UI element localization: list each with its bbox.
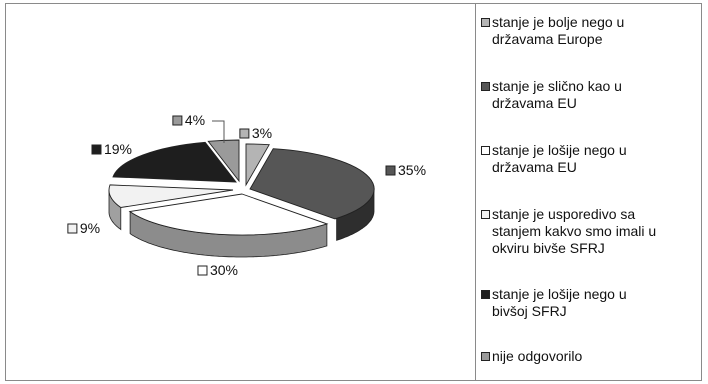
legend-swatch xyxy=(481,290,490,299)
legend-label: stanje je lošije nego u bivšoj SFRJ xyxy=(492,286,627,319)
legend-item: stanje je lošije nego u državama EU xyxy=(481,142,703,176)
pie-slice xyxy=(207,139,240,183)
legend-label: stanje je usporedivo sa stanjem kakvo sm… xyxy=(492,206,657,256)
data-label: 4% xyxy=(185,112,205,128)
data-label: 30% xyxy=(210,262,238,278)
legend-label: stanje je lošije nego u državama EU xyxy=(492,142,627,175)
data-label: 19% xyxy=(104,141,132,157)
data-label-swatch xyxy=(67,223,78,234)
legend-item: stanje je usporedivo sa stanjem kakvo sm… xyxy=(481,206,703,257)
legend-swatch xyxy=(481,352,490,361)
legend-label: stanje je slično kao u državama EU xyxy=(492,78,622,111)
legend-swatch xyxy=(481,82,490,91)
legend-swatch xyxy=(481,146,490,155)
data-label: 9% xyxy=(80,220,100,236)
data-label-swatch xyxy=(239,128,250,139)
data-label: 35% xyxy=(398,162,426,178)
pie-slice xyxy=(128,193,329,236)
pie-slice xyxy=(108,184,234,208)
pie-slice xyxy=(112,141,237,183)
data-label: 3% xyxy=(252,125,272,141)
data-label-swatch xyxy=(172,115,183,126)
legend-swatch xyxy=(481,18,490,27)
data-label-swatch xyxy=(91,144,102,155)
legend-item: stanje je slično kao u državama EU xyxy=(481,78,703,112)
legend-item: stanje je bolje nego u državama Europe xyxy=(481,14,703,48)
legend-label: nije odgovorilo xyxy=(492,348,583,364)
pie-slice xyxy=(249,148,375,220)
data-label-swatch xyxy=(197,265,208,276)
leader-line xyxy=(212,120,225,143)
legend-item: nije odgovorilo xyxy=(481,348,703,365)
data-label-swatch xyxy=(385,165,396,176)
legend-label: stanje je bolje nego u državama Europe xyxy=(492,14,625,47)
legend-swatch xyxy=(481,210,490,219)
pie-slice xyxy=(245,143,270,187)
legend-divider xyxy=(475,3,476,381)
legend-item: stanje je lošije nego u bivšoj SFRJ xyxy=(481,286,703,320)
